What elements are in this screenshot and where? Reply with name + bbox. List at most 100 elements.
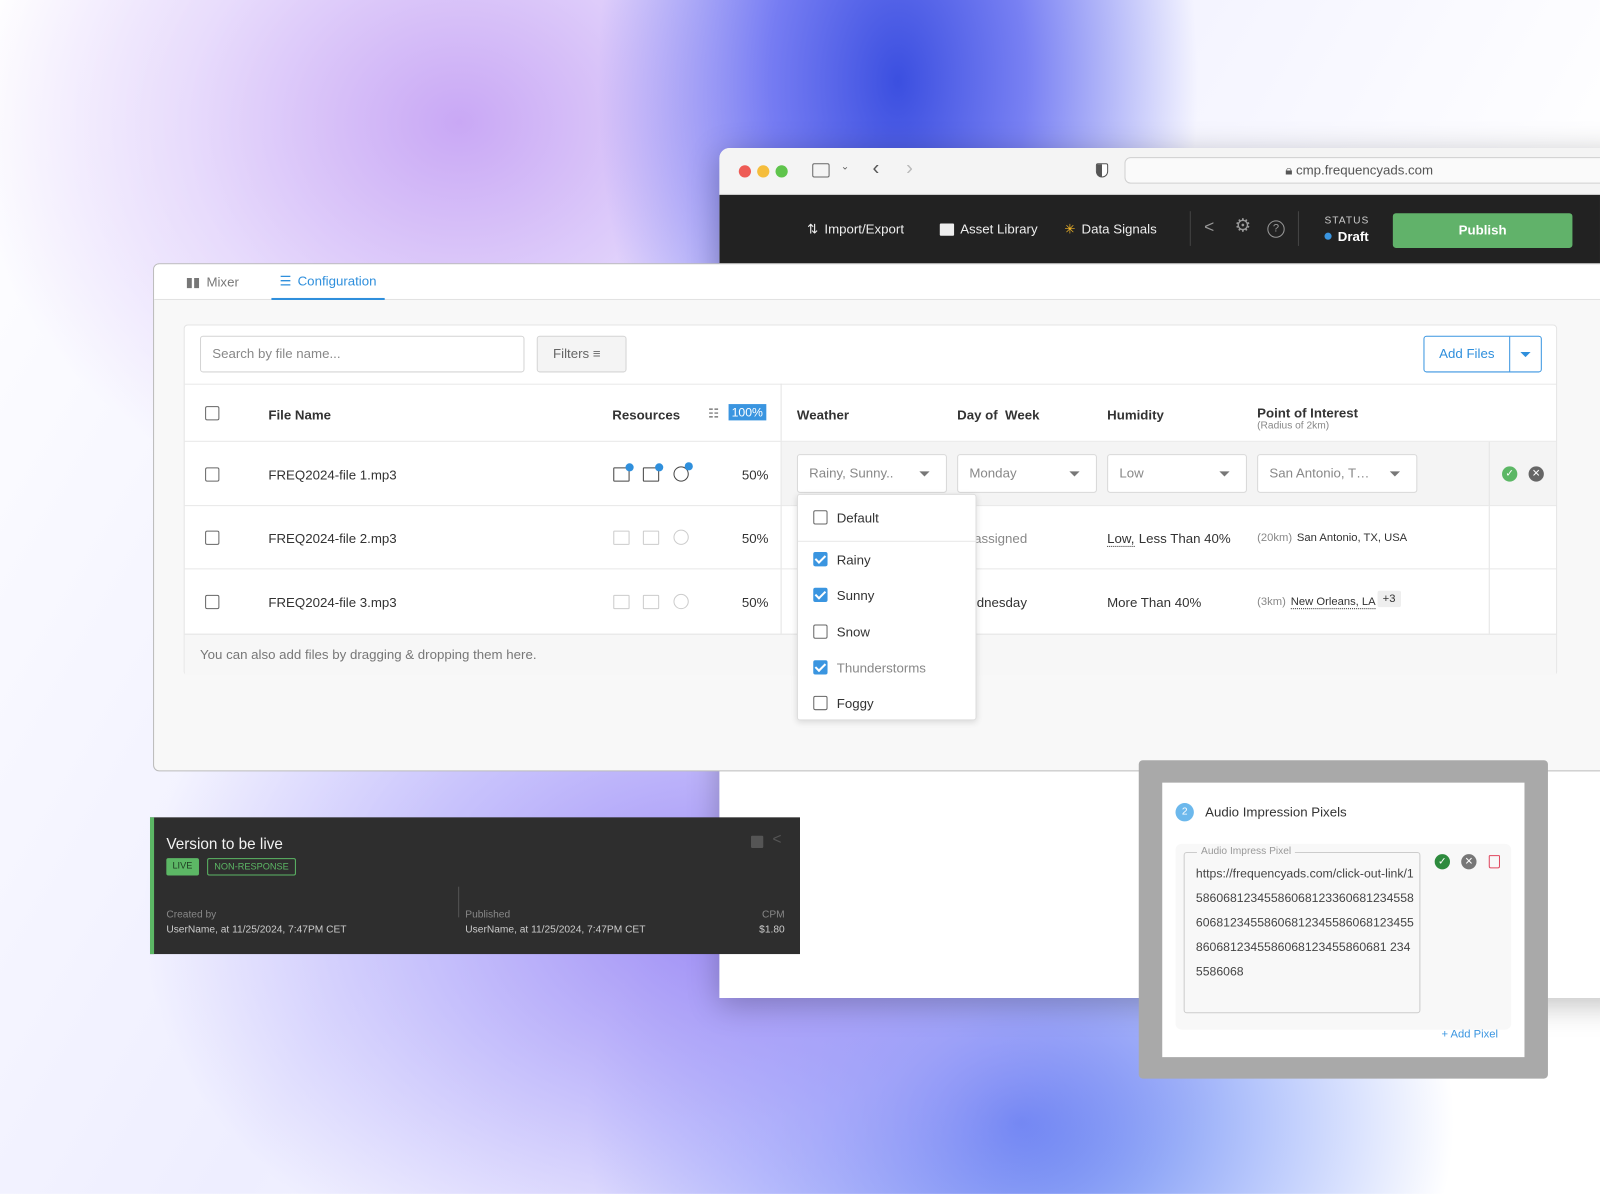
select-all-checkbox[interactable] (205, 406, 220, 421)
tab-bar: ▮▮ Mixer ☰ Configuration (154, 264, 1600, 300)
header-poi-subtitle: (Radius of 2km) (1257, 420, 1330, 432)
option-checkbox[interactable] (813, 552, 828, 567)
image-icon[interactable] (613, 463, 634, 482)
option-foggy[interactable]: Foggy (836, 695, 874, 712)
humidity-value: More Than 40% (1107, 594, 1202, 611)
publish-button[interactable]: Publish (1392, 213, 1573, 248)
target-icon[interactable] (673, 593, 689, 610)
back-icon[interactable]: ‹ (872, 157, 880, 180)
version-title: Version to be live (166, 835, 283, 854)
add-files-button[interactable]: Add Files (1424, 336, 1511, 372)
filters-button[interactable]: Filters ≡ (536, 335, 627, 373)
minimize-window-button[interactable] (757, 165, 770, 178)
poi-value[interactable]: New Orleans, LA (1290, 595, 1376, 610)
option-rainy[interactable]: Rainy (836, 552, 871, 568)
filters-label: Filters (553, 345, 590, 362)
option-checkbox[interactable] (813, 624, 828, 639)
app-header: ⇅ Import/Export Asset Library ✳ Data Signa… (719, 194, 1600, 264)
weather-select[interactable]: Rainy, Sunny.. (796, 454, 947, 493)
percent: 50% (741, 594, 769, 611)
divider (184, 440, 1557, 442)
weather-dropdown: Default Rainy Sunny Snow Thunderstorms F… (796, 493, 977, 721)
forward-icon[interactable]: › (906, 157, 913, 180)
tab-label: Mixer (206, 274, 239, 290)
code-icon[interactable] (642, 463, 664, 482)
trash-icon[interactable] (1488, 855, 1500, 869)
share-icon[interactable]: < (1204, 217, 1215, 237)
header-file-name: File Name (268, 407, 332, 423)
help-icon[interactable]: ? (1267, 220, 1285, 238)
option-thunderstorms[interactable]: Thunderstorms (836, 660, 926, 676)
close-window-button[interactable] (738, 165, 752, 178)
percent: 50% (741, 530, 769, 546)
file-name: FREQ2024-file 2.mp3 (268, 530, 397, 546)
confirm-icon[interactable]: ✓ (1502, 466, 1518, 482)
tab-configuration[interactable]: ☰ Configuration (271, 264, 385, 300)
import-export-button[interactable]: ⇅ Import/Export (807, 195, 904, 263)
humidity-tag[interactable]: Low, (1107, 530, 1135, 547)
poi-radius: (3km) (1257, 595, 1286, 609)
target-icon[interactable] (673, 529, 689, 545)
option-sunny[interactable]: Sunny (836, 587, 875, 604)
total-percent-badge: 100% (728, 404, 767, 421)
maximize-window-button[interactable] (775, 165, 788, 178)
distribute-icon[interactable]: ☷ (708, 406, 720, 421)
target-icon[interactable] (673, 462, 693, 482)
pixel-textarea[interactable]: Audio Impress Pixel https://frequencyads… (1183, 845, 1421, 1014)
day-select[interactable]: Monday (957, 454, 1097, 493)
add-files-dropdown-button[interactable] (1510, 337, 1541, 372)
url-bar[interactable]: 🔒︎ cmp.frequencyads.com (1124, 157, 1600, 184)
option-checkbox[interactable] (813, 660, 828, 675)
row-checkbox[interactable] (205, 530, 220, 545)
image-icon[interactable] (613, 530, 630, 545)
divider (1189, 211, 1191, 246)
row-checkbox[interactable] (205, 467, 220, 482)
code-icon[interactable] (642, 530, 660, 545)
poi-select[interactable]: San Antonio, T… (1257, 454, 1418, 493)
poi-more-badge[interactable]: +3 (1377, 590, 1401, 608)
audio-impression-pixels-panel: 2 Audio Impression Pixels Audio Impress … (1162, 782, 1525, 1058)
search-input[interactable]: Search by file name... (199, 335, 525, 373)
add-files-group: Add Files (1423, 335, 1542, 373)
header-weather: Weather (796, 407, 850, 423)
tab-label: Configuration (297, 273, 377, 289)
poi-radius: (20km) (1257, 531, 1293, 544)
status-dot (1324, 232, 1332, 240)
gear-icon[interactable]: ⚙ (1234, 215, 1252, 236)
confirm-icon[interactable]: ✓ (1434, 854, 1450, 870)
humidity-select[interactable]: Low (1107, 454, 1247, 493)
poi-value: San Antonio, TX, USA (1296, 531, 1408, 544)
chevron-down-icon[interactable]: ⌄ (840, 161, 850, 173)
sidebar-toggle-icon[interactable] (812, 163, 830, 178)
cancel-icon[interactable]: ✕ (1461, 854, 1477, 870)
header-day-of-week: Day of Week (957, 407, 1040, 423)
column-divider (780, 383, 782, 634)
code-icon[interactable] (642, 594, 660, 610)
cancel-icon[interactable]: ✕ (1528, 466, 1544, 482)
option-default[interactable]: Default (836, 510, 879, 526)
option-checkbox[interactable] (813, 510, 828, 525)
option-checkbox[interactable] (813, 695, 828, 711)
tab-mixer[interactable]: ▮▮ Mixer (186, 264, 239, 300)
step-badge: 2 (1175, 803, 1194, 822)
bar-chart-icon: ▮▮ (185, 273, 201, 290)
image-icon[interactable] (613, 594, 630, 610)
pixel-field-label: Audio Impress Pixel (1196, 845, 1296, 858)
percent: 50% (741, 467, 769, 483)
drop-hint: You can also add files by dragging & dro… (199, 646, 537, 663)
option-checkbox[interactable] (813, 587, 828, 603)
row-checkbox[interactable] (205, 594, 220, 610)
share-icon[interactable]: < (772, 830, 782, 848)
data-signals-button[interactable]: ✳ Data Signals (1064, 195, 1156, 263)
asset-library-icon (939, 222, 955, 236)
add-pixel-link[interactable]: + Add Pixel (1441, 1028, 1498, 1041)
filter-icon: ≡ (592, 345, 601, 362)
status-value: Draft (1337, 228, 1369, 244)
shield-icon[interactable] (1095, 163, 1109, 178)
divider (184, 383, 1557, 385)
copy-icon[interactable] (751, 835, 764, 848)
header-resources: Resources (612, 407, 681, 423)
list-check-icon: ☰ (279, 272, 292, 289)
asset-library-button[interactable]: Asset Library (939, 195, 1038, 263)
option-snow[interactable]: Snow (836, 624, 870, 640)
